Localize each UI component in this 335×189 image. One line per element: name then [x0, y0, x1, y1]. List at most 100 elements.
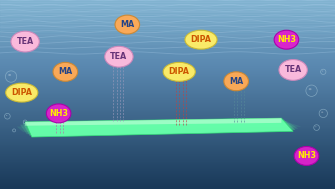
- Bar: [0, 169, 335, 170]
- Bar: [0, 47, 335, 48]
- Bar: [0, 154, 335, 155]
- Bar: [0, 72, 335, 73]
- Bar: [0, 128, 335, 129]
- Bar: [0, 26, 335, 28]
- Bar: [0, 131, 335, 132]
- Bar: [0, 82, 335, 83]
- Bar: [0, 26, 335, 27]
- Bar: [0, 51, 335, 52]
- Bar: [0, 34, 335, 35]
- Bar: [0, 182, 335, 183]
- Bar: [0, 18, 335, 19]
- Bar: [0, 45, 335, 46]
- Bar: [0, 4, 335, 5]
- Bar: [0, 183, 335, 184]
- Bar: [0, 149, 335, 150]
- Bar: [0, 60, 335, 61]
- Text: MA: MA: [58, 67, 72, 76]
- Bar: [0, 95, 335, 96]
- Bar: [0, 55, 335, 56]
- Bar: [0, 127, 335, 128]
- Bar: [0, 12, 335, 13]
- Bar: [0, 43, 335, 44]
- Bar: [0, 144, 335, 145]
- Bar: [0, 77, 335, 78]
- Bar: [0, 101, 335, 102]
- Ellipse shape: [115, 15, 140, 34]
- Bar: [0, 123, 335, 124]
- Ellipse shape: [11, 31, 39, 52]
- Polygon shape: [17, 123, 302, 132]
- Bar: [0, 21, 335, 23]
- Bar: [0, 37, 335, 38]
- Bar: [0, 32, 335, 33]
- Bar: [0, 65, 335, 66]
- Bar: [0, 152, 335, 153]
- Bar: [0, 181, 335, 182]
- Bar: [0, 145, 335, 146]
- Bar: [0, 11, 335, 12]
- Bar: [0, 4, 335, 5]
- Bar: [0, 186, 335, 187]
- Bar: [0, 178, 335, 179]
- Bar: [0, 98, 335, 99]
- Bar: [0, 156, 335, 157]
- Bar: [0, 107, 335, 108]
- Bar: [0, 29, 335, 30]
- Bar: [0, 35, 335, 37]
- Ellipse shape: [185, 30, 217, 49]
- Bar: [0, 52, 335, 53]
- Bar: [0, 116, 335, 117]
- Bar: [0, 79, 335, 80]
- Ellipse shape: [6, 83, 38, 102]
- Bar: [0, 151, 335, 152]
- Bar: [0, 40, 335, 41]
- Bar: [0, 10, 335, 11]
- Bar: [0, 90, 335, 91]
- Bar: [0, 76, 335, 77]
- Ellipse shape: [24, 121, 25, 122]
- Bar: [0, 142, 335, 143]
- Bar: [0, 188, 335, 189]
- Bar: [0, 54, 335, 55]
- Bar: [0, 96, 335, 97]
- Bar: [0, 14, 335, 16]
- Bar: [0, 66, 335, 67]
- Bar: [0, 157, 335, 158]
- Bar: [0, 89, 335, 90]
- Ellipse shape: [279, 60, 307, 80]
- Polygon shape: [25, 118, 293, 137]
- Bar: [0, 175, 335, 176]
- Bar: [0, 11, 335, 12]
- Bar: [0, 74, 335, 75]
- Bar: [0, 147, 335, 148]
- Bar: [0, 122, 335, 123]
- Bar: [0, 135, 335, 136]
- Bar: [0, 117, 335, 118]
- Bar: [0, 176, 335, 177]
- Bar: [0, 21, 335, 22]
- Bar: [0, 132, 335, 133]
- Bar: [0, 27, 335, 28]
- Bar: [0, 185, 335, 186]
- Ellipse shape: [6, 115, 7, 116]
- Bar: [0, 115, 335, 116]
- Bar: [0, 141, 335, 142]
- Text: MA: MA: [120, 20, 134, 29]
- Bar: [0, 50, 335, 51]
- Bar: [0, 13, 335, 14]
- Bar: [0, 103, 335, 104]
- Bar: [0, 160, 335, 161]
- Ellipse shape: [46, 104, 71, 123]
- Bar: [0, 177, 335, 178]
- Bar: [0, 164, 335, 165]
- Bar: [0, 61, 335, 62]
- Bar: [0, 92, 335, 93]
- Text: DIPA: DIPA: [11, 88, 32, 97]
- Bar: [0, 49, 335, 50]
- Bar: [0, 85, 335, 86]
- Bar: [0, 0, 335, 2]
- Bar: [0, 25, 335, 26]
- Bar: [0, 108, 335, 109]
- Bar: [0, 184, 335, 185]
